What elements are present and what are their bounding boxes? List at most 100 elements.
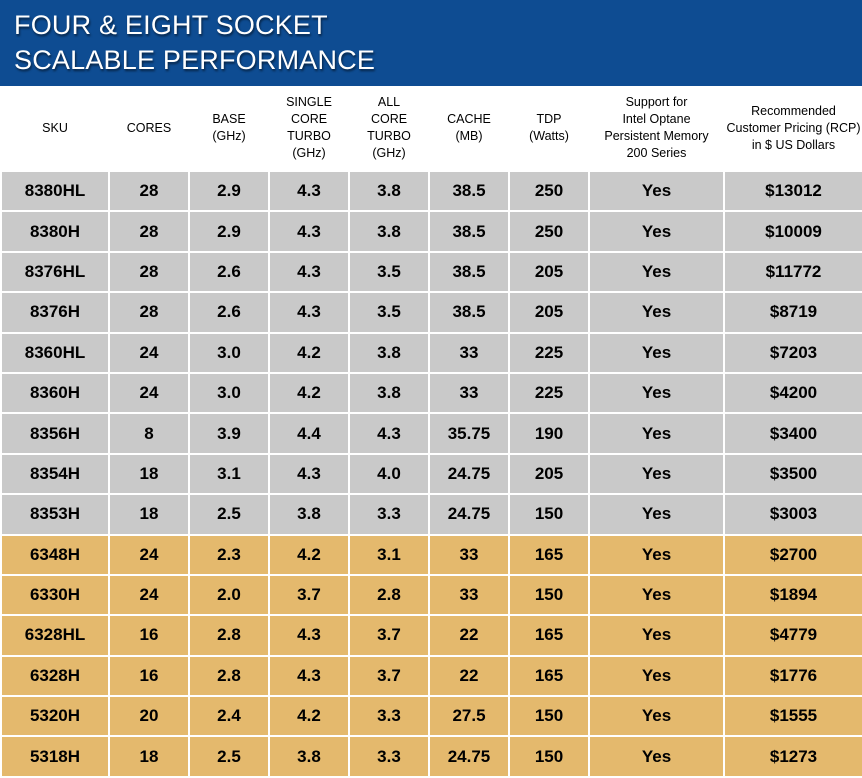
cell-optane-support: Yes (588, 412, 725, 455)
column-header-line: in $ US Dollars (751, 137, 836, 152)
cell-all-core-turbo: 3.5 (348, 250, 430, 294)
cell-optane-support: Yes (588, 331, 725, 374)
column-header-line: Intel Optane (622, 112, 691, 126)
cell-single-core-turbo: 4.2 (268, 331, 350, 374)
cell-sku: 6348H (0, 533, 110, 576)
cell-single-core-turbo: 4.2 (268, 695, 350, 738)
table-row: 8360HL 24 3.0 4.2 3.8 33 225 Yes $7203 (0, 331, 862, 374)
cell-single-core-turbo: 4.3 (268, 210, 350, 253)
cell-single-core-turbo: 4.3 (268, 452, 350, 496)
column-header-cache: CACHE (MB) (429, 86, 509, 172)
cell-cores: 28 (108, 169, 190, 213)
cell-rcp-price: $1894 (723, 573, 862, 617)
cell-base: 2.9 (188, 169, 270, 213)
column-header-tdp: TDP (Watts) (509, 86, 589, 172)
cell-all-core-turbo: 3.1 (348, 533, 430, 576)
cell-cache: 33 (428, 573, 510, 617)
cell-all-core-turbo: 4.3 (348, 412, 430, 455)
cell-optane-support: Yes (588, 210, 725, 253)
column-header-line: Customer Pricing (RCP) (726, 120, 861, 135)
cell-cache: 38.5 (428, 291, 510, 334)
cell-optane-support: Yes (588, 573, 725, 617)
title-line-2: SCALABLE PERFORMANCE (14, 45, 376, 75)
cell-optane-support: Yes (588, 695, 725, 738)
cell-single-core-turbo: 4.2 (268, 371, 350, 415)
cell-cache: 33 (428, 533, 510, 576)
cell-base: 2.6 (188, 250, 270, 294)
cell-tdp: 165 (508, 533, 590, 576)
cell-base: 2.8 (188, 654, 270, 698)
cell-base: 2.3 (188, 533, 270, 576)
cell-sku: 8380HL (0, 169, 110, 213)
cell-rcp-price: $13012 (723, 169, 862, 213)
table-row: 8354H 18 3.1 4.3 4.0 24.75 205 Yes $3500 (0, 452, 862, 496)
table-header: SKU CORES BASE (GHz) SINGLE CORE TURBO (GHz) ALL… (1, 86, 862, 172)
cell-sku: 8360H (0, 371, 110, 415)
cell-all-core-turbo: 3.3 (348, 695, 430, 738)
cell-tdp: 225 (508, 331, 590, 374)
cell-base: 2.9 (188, 210, 270, 253)
cell-rcp-price: $10009 (723, 210, 862, 253)
table-row: 6328H 16 2.8 4.3 3.7 22 165 Yes $1776 (0, 654, 862, 698)
cell-single-core-turbo: 4.3 (268, 614, 350, 657)
cell-cache: 33 (428, 331, 510, 374)
cell-base: 2.4 (188, 695, 270, 738)
column-header-line: Recommended (751, 103, 836, 118)
cell-rcp-price: $7203 (723, 331, 862, 374)
cell-single-core-turbo: 4.2 (268, 533, 350, 576)
cell-single-core-turbo: 3.8 (268, 493, 350, 536)
cell-sku: 6330H (0, 573, 110, 617)
table-row: 8353H 18 2.5 3.8 3.3 24.75 150 Yes $3003 (0, 493, 862, 536)
sku-table: SKU CORES BASE (GHz) SINGLE CORE TURBO (GHz) ALL… (0, 86, 862, 778)
cell-optane-support: Yes (588, 533, 725, 576)
cell-tdp: 150 (508, 695, 590, 738)
table-row: 5320H 20 2.4 4.2 3.3 27.5 150 Yes $1555 (0, 695, 862, 738)
cell-cache: 24.75 (428, 452, 510, 496)
cell-tdp: 205 (508, 291, 590, 334)
cell-sku: 8376HL (0, 250, 110, 294)
table-body: 8380HL 28 2.9 4.3 3.8 38.5 250 Yes $13012 8380H 28… (0, 169, 862, 778)
cell-base: 2.5 (188, 493, 270, 536)
cell-cores: 24 (108, 573, 190, 617)
cell-optane-support: Yes (588, 614, 725, 657)
cell-single-core-turbo: 4.3 (268, 169, 350, 213)
table-row: 8356H 8 3.9 4.4 4.3 35.75 190 Yes $3400 (0, 412, 862, 455)
cell-rcp-price: $2700 (723, 533, 862, 576)
column-header-line: SKU (42, 120, 68, 135)
column-header-line: (Watts) (529, 129, 569, 143)
cell-cores: 24 (108, 371, 190, 415)
cell-cache: 22 (428, 654, 510, 698)
table-row: 8376HL 28 2.6 4.3 3.5 38.5 205 Yes $11772 (0, 250, 862, 294)
header-row: SKU CORES BASE (GHz) SINGLE CORE TURBO (GHz) ALL… (1, 86, 862, 172)
column-header-optane-support: Support for Intel Optane Persistent Memory… (589, 86, 724, 172)
cell-base: 3.9 (188, 412, 270, 455)
cell-rcp-price: $11772 (723, 250, 862, 294)
cell-cores: 20 (108, 695, 190, 738)
table-row: 8360H 24 3.0 4.2 3.8 33 225 Yes $4200 (0, 371, 862, 415)
cell-cache: 38.5 (428, 210, 510, 253)
column-header-line: Persistent Memory (604, 129, 709, 143)
table-row: 8380HL 28 2.9 4.3 3.8 38.5 250 Yes $13012 (0, 169, 862, 213)
cell-cores: 16 (108, 614, 190, 657)
cell-sku: 5320H (0, 695, 110, 738)
table-row: 6328HL 16 2.8 4.3 3.7 22 165 Yes $4779 (0, 614, 862, 657)
cell-cores: 28 (108, 250, 190, 294)
cell-optane-support: Yes (588, 169, 725, 213)
table-row: 8376H 28 2.6 4.3 3.5 38.5 205 Yes $8719 (0, 291, 862, 334)
cell-rcp-price: $1776 (723, 654, 862, 698)
cell-single-core-turbo: 3.7 (268, 573, 350, 617)
cell-rcp-price: $4200 (723, 371, 862, 415)
column-header-line: CACHE (447, 112, 491, 126)
cell-tdp: 150 (508, 493, 590, 536)
table-row: 6330H 24 2.0 3.7 2.8 33 150 Yes $1894 (0, 573, 862, 617)
cell-cores: 18 (108, 452, 190, 496)
column-header-base: BASE (GHz) (189, 86, 269, 172)
cell-cores: 18 (108, 493, 190, 536)
cell-cache: 38.5 (428, 250, 510, 294)
cell-rcp-price: $3500 (723, 452, 862, 496)
cell-sku: 8380H (0, 210, 110, 253)
cell-sku: 6328H (0, 654, 110, 698)
cell-cores: 16 (108, 654, 190, 698)
column-header-line: 200 Series (626, 146, 687, 160)
cell-base: 2.6 (188, 291, 270, 334)
